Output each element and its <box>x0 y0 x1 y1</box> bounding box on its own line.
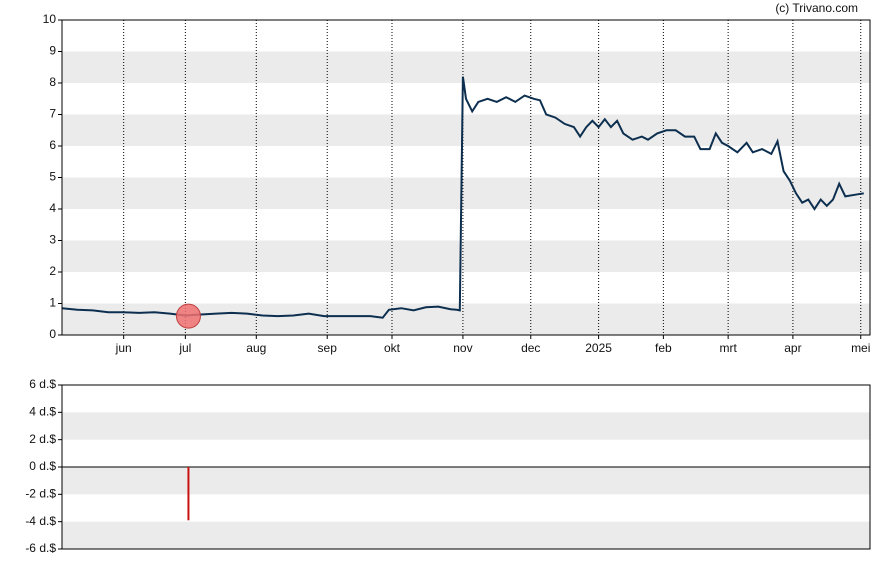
event-marker <box>175 303 201 329</box>
y-tick-label: 4 d.$ <box>29 405 56 419</box>
x-tick-label: aug <box>246 341 266 355</box>
y-tick-label: -6 d.$ <box>25 541 56 555</box>
x-tick-label: feb <box>655 341 672 355</box>
y-tick-label: 9 <box>49 44 56 58</box>
grid-band <box>62 521 870 549</box>
y-tick-label: 0 <box>49 327 56 341</box>
grid-band <box>62 51 870 83</box>
y-tick-label: 1 <box>49 296 56 310</box>
y-tick-label: -2 d.$ <box>25 487 56 501</box>
price-line <box>61 76 864 319</box>
grid-band <box>62 114 870 146</box>
x-tick-label: mrt <box>719 341 737 355</box>
y-tick-label: 0 d.$ <box>29 459 56 473</box>
credit: (c) Trivano.com <box>775 1 858 15</box>
x-tick-label: jul <box>178 341 191 355</box>
y-tick-label: 3 <box>49 233 56 247</box>
x-tick-label: nov <box>453 341 472 355</box>
x-tick-label: jun <box>115 341 132 355</box>
x-tick-label: sep <box>318 341 338 355</box>
x-tick-label: 2025 <box>585 341 612 355</box>
y-tick-label: 8 <box>49 75 56 89</box>
y-tick-label: 2 <box>49 264 56 278</box>
x-tick-label: dec <box>521 341 540 355</box>
plot-frame <box>61 384 871 550</box>
y-tick-label: 7 <box>49 107 56 121</box>
plot-frame <box>61 19 871 336</box>
grid-band <box>62 412 870 440</box>
y-tick-label: 2 d.$ <box>29 432 56 446</box>
y-tick-label: 6 d.$ <box>29 377 56 391</box>
y-tick-label: 4 <box>49 201 56 215</box>
x-tick-label: apr <box>784 341 801 355</box>
y-tick-label: 10 <box>43 12 57 26</box>
y-tick-label: 5 <box>49 170 56 184</box>
bar <box>187 467 190 521</box>
grid-band <box>62 467 870 495</box>
x-tick-label: mei <box>851 341 870 355</box>
grid-band <box>62 177 870 209</box>
y-tick-label: 6 <box>49 138 56 152</box>
x-tick-label: okt <box>384 341 401 355</box>
grid-band <box>62 240 870 272</box>
y-tick-label: -4 d.$ <box>25 514 56 528</box>
